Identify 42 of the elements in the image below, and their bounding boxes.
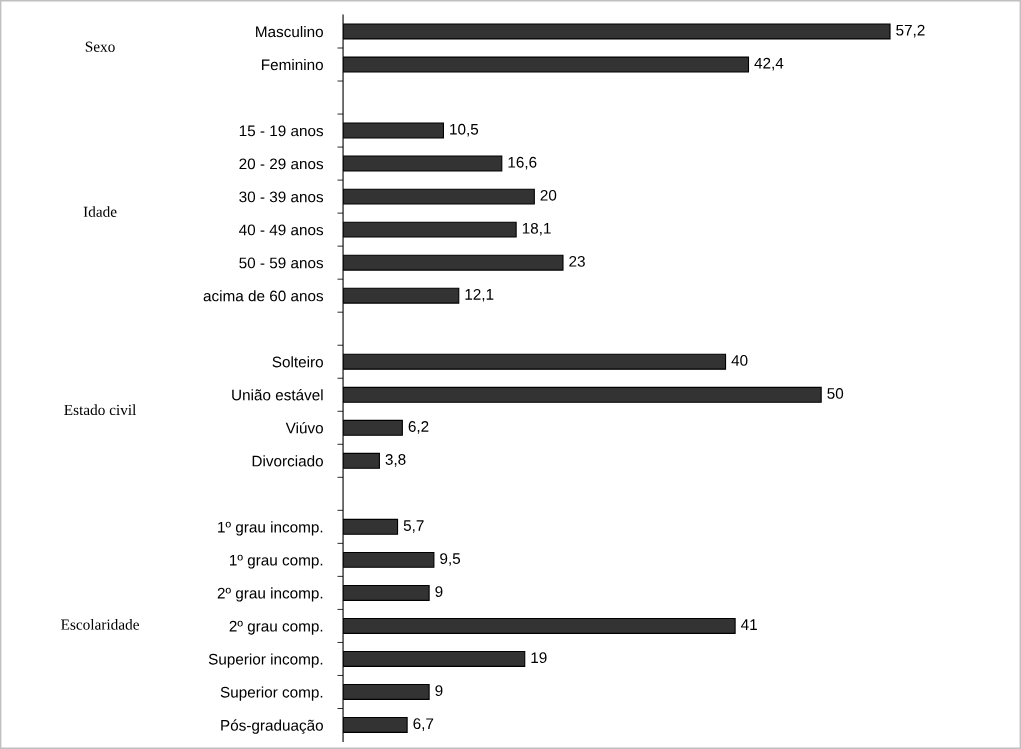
y-tick-label: Feminino — [262, 58, 323, 71]
data-label: 50 — [827, 388, 844, 399]
data-label: 16,6 — [508, 156, 537, 170]
y-tick-label: 50 - 59 anos — [239, 257, 324, 269]
y-tick-label: Viúvo — [285, 422, 323, 434]
data-label: 9 — [435, 586, 443, 597]
data-label: 19 — [531, 652, 547, 664]
y-tick-label: 1º grau incomp. — [218, 521, 323, 536]
y-tick-label: 1º grau comp. — [230, 554, 323, 569]
data-label: 20 — [540, 189, 557, 201]
text: Escolaridade — [61, 619, 139, 630]
y-tick-label: Superior comp. — [220, 686, 323, 701]
data-label: 18,1 — [522, 222, 551, 236]
text: Idade — [83, 206, 117, 217]
data-label: 41 — [741, 619, 757, 630]
data-label: 40 — [731, 355, 748, 366]
y-tick-label: 30 - 39 anos — [239, 191, 324, 203]
y-tick-label: Masculino — [256, 25, 323, 38]
y-tick-label: Divorciado — [252, 455, 323, 467]
data-label: 3,8 — [385, 454, 406, 467]
data-label: 57,2 — [896, 24, 925, 38]
text: Estado civil — [64, 404, 137, 416]
y-tick-label: Pós-graduação — [221, 719, 323, 734]
y-tick-label: União estável — [232, 389, 323, 401]
y-tick-label: Solteiro — [272, 356, 323, 368]
data-label: 23 — [569, 255, 585, 267]
data-label: 12,1 — [465, 288, 494, 302]
y-tick-label: 2º grau comp. — [229, 620, 323, 635]
y-tick-label: Superior incomp. — [208, 653, 323, 668]
data-label: 6,2 — [408, 421, 429, 434]
y-tick-label: 2º grau incomp. — [217, 587, 323, 602]
text: Sexo — [85, 41, 115, 52]
data-label: 9 — [435, 685, 443, 697]
data-label: 6,7 — [413, 718, 434, 731]
y-tick-label: 15 - 19 anos — [239, 125, 324, 137]
y-tick-label: 40 - 49 anos — [239, 224, 324, 236]
y-tick-label: 20 - 29 anos — [239, 158, 324, 170]
data-label: 5,7 — [403, 520, 424, 533]
y-tick-label: acima de 60 anos — [203, 290, 324, 302]
data-label: 10,5 — [450, 123, 479, 137]
data-label: 42,4 — [754, 57, 784, 71]
data-label: 9,5 — [440, 553, 461, 566]
